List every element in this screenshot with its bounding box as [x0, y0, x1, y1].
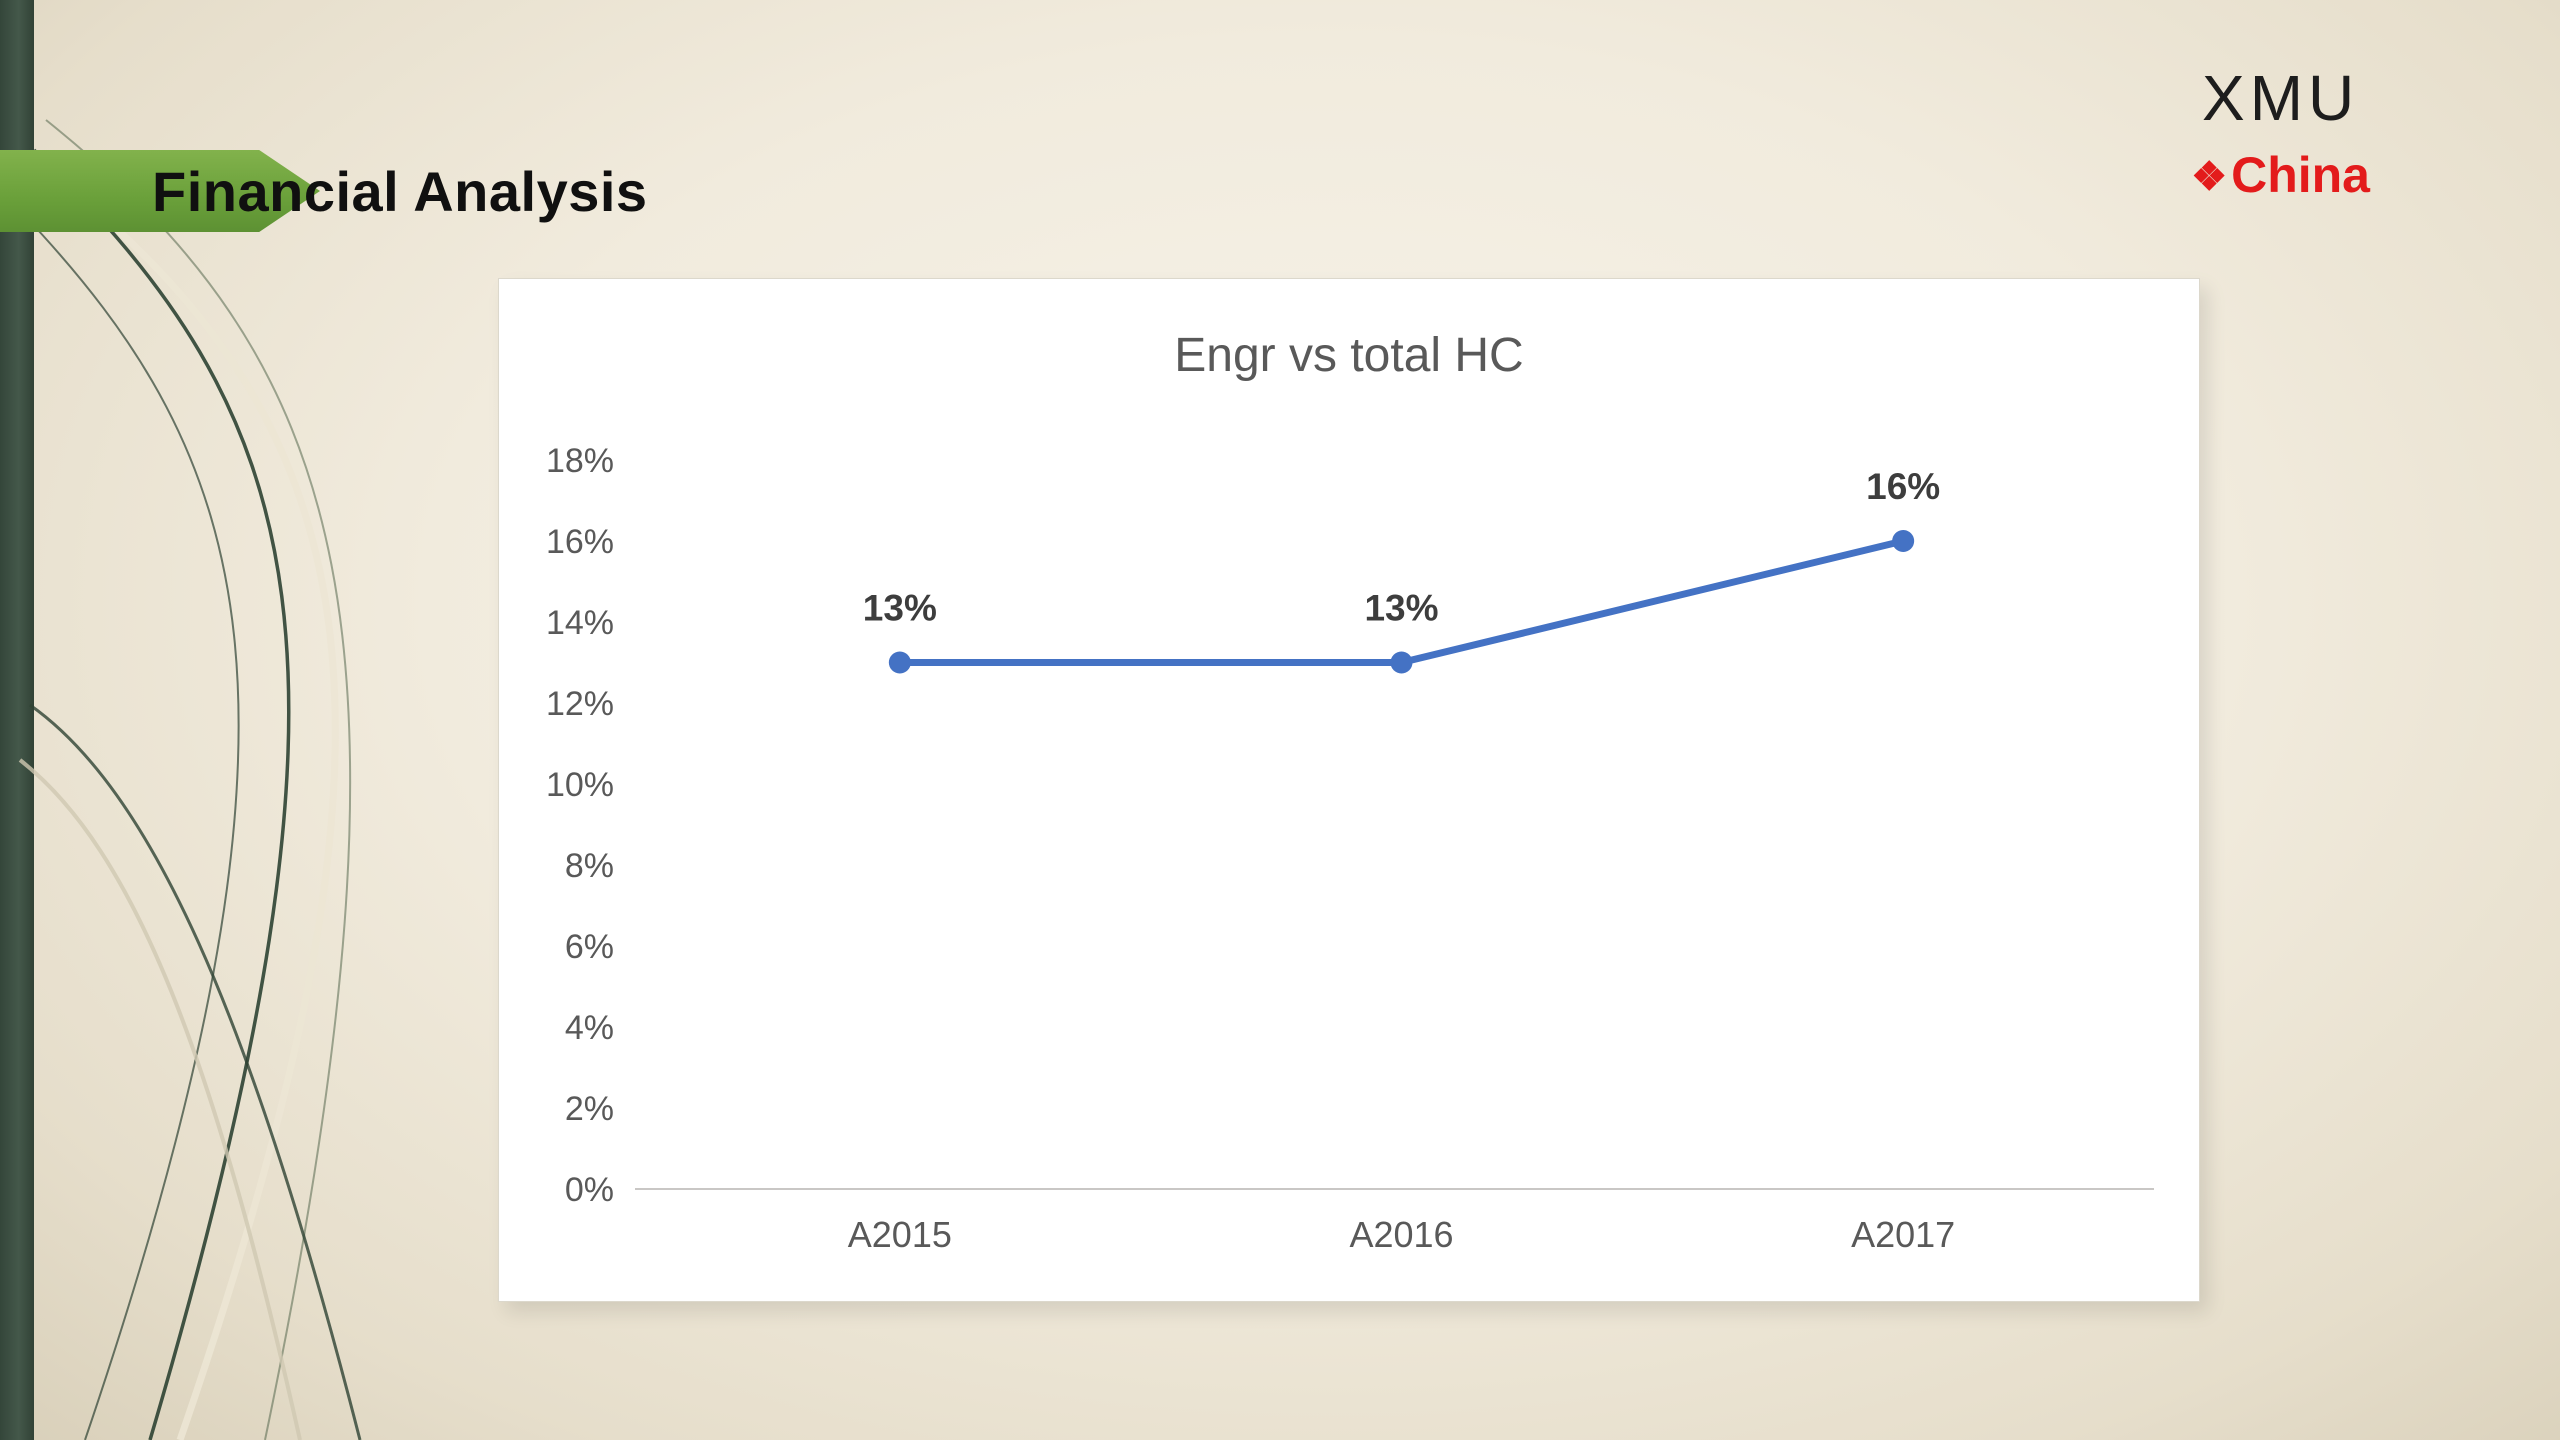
logo-xmu-text: XMU [2202, 62, 2360, 134]
svg-text:6%: 6% [565, 928, 614, 966]
svg-text:18%: 18% [546, 442, 614, 480]
svg-text:14%: 14% [546, 604, 614, 642]
svg-text:10%: 10% [546, 766, 614, 804]
logo-china-text: China [2231, 147, 2370, 203]
svg-text:0%: 0% [565, 1171, 614, 1209]
svg-text:16%: 16% [1866, 466, 1940, 507]
svg-text:Engr vs total HC: Engr vs total HC [1174, 329, 1523, 382]
svg-text:12%: 12% [546, 685, 614, 723]
svg-text:A2017: A2017 [1851, 1214, 1955, 1255]
svg-text:4%: 4% [565, 1009, 614, 1047]
logo-block: XMU ❖China [2191, 62, 2370, 204]
slide-title: Financial Analysis [152, 160, 648, 223]
svg-text:13%: 13% [863, 588, 937, 629]
diamond-icon: ❖ [2191, 155, 2228, 199]
svg-text:8%: 8% [565, 847, 614, 885]
svg-text:A2016: A2016 [1349, 1214, 1453, 1255]
svg-text:16%: 16% [546, 523, 614, 561]
logo-china-line: ❖China [2191, 148, 2370, 204]
line-chart: Engr vs total HC 0% 2% 4% 6% 8% 10% 12% 14% 16% 18… [546, 329, 2154, 1255]
svg-text:2%: 2% [565, 1090, 614, 1128]
svg-text:13%: 13% [1364, 588, 1438, 629]
svg-text:A2015: A2015 [848, 1214, 952, 1255]
chart-panel: Engr vs total HC 0% 2% 4% 6% 8% 10% 12% 14% 16% 18… [498, 278, 2200, 1302]
title-banner-arrow [0, 150, 320, 232]
